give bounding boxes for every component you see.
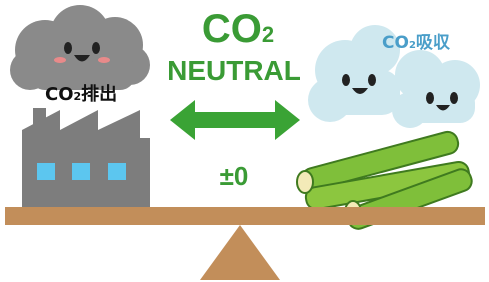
factory xyxy=(22,108,150,207)
emission-label: CO2排出 xyxy=(45,83,117,105)
balance-label: ±0 xyxy=(220,161,249,191)
illustration: CO2排出 CO2 NEUTRAL ±0 CO2吸収 xyxy=(0,0,489,282)
fulcrum xyxy=(200,225,280,280)
gray-cloud xyxy=(10,5,150,90)
balance-arrow xyxy=(170,100,300,140)
seesaw-plank xyxy=(5,207,485,225)
co2-title: CO2 xyxy=(202,7,274,51)
factory-windows xyxy=(37,163,126,180)
neutral-title: NEUTRAL xyxy=(167,55,301,86)
absorption-label: CO2吸収 xyxy=(382,33,451,53)
